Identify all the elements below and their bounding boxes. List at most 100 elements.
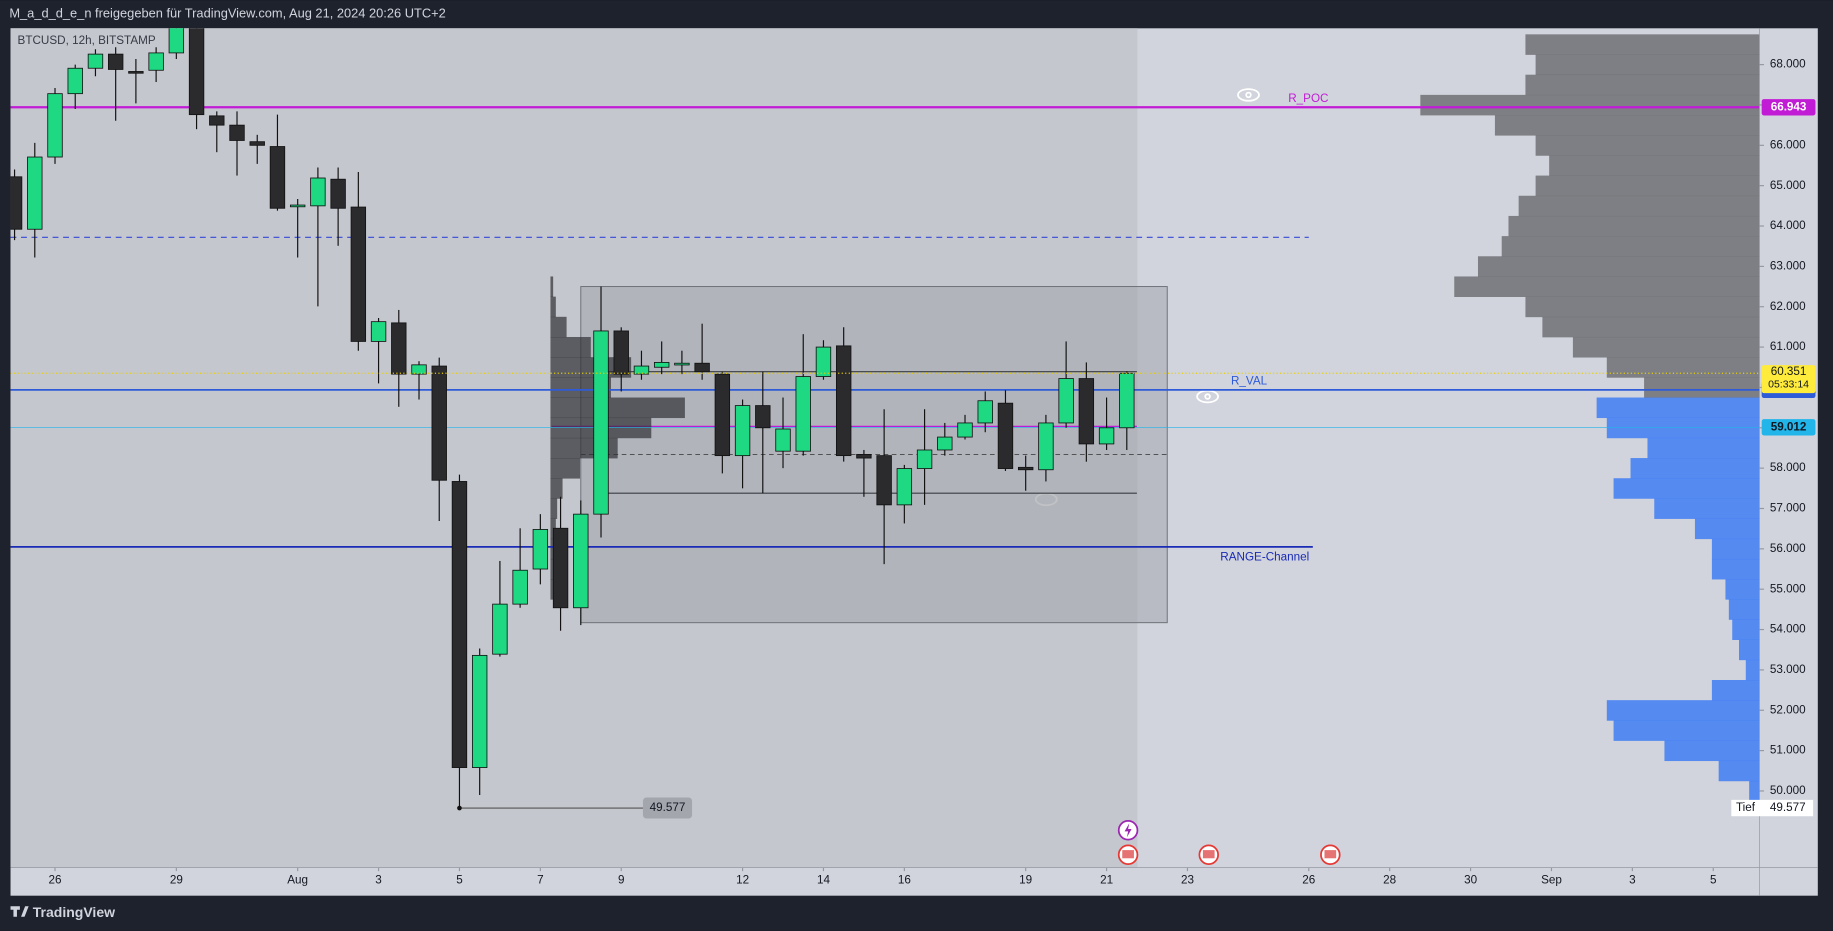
candle-body [876, 455, 892, 506]
x-tick-label: 12 [736, 874, 749, 887]
candle-body [573, 513, 589, 609]
volume-profile-bar [1718, 760, 1760, 782]
candle-body [188, 28, 205, 116]
x-tick-label: 23 [1181, 874, 1194, 887]
candle-body [269, 146, 286, 209]
candle-body [1017, 466, 1034, 471]
session-profile-bar [550, 336, 591, 358]
candle-body [310, 177, 326, 207]
candle-body [370, 321, 387, 342]
low-marker-box [642, 797, 693, 819]
session-profile-bar [550, 579, 554, 600]
y-tick-label: 66.000 [1770, 138, 1806, 151]
candle-body [916, 449, 933, 469]
candle-body [168, 28, 185, 54]
candle-body [633, 365, 650, 375]
candle-body [27, 156, 43, 230]
session-profile-bar [550, 558, 555, 580]
candle-body [1119, 372, 1135, 429]
volume-profile-bar [1596, 397, 1760, 419]
volume-profile-bar [1420, 94, 1760, 116]
session-profile-bar [550, 478, 563, 499]
volume-profile-bar [1501, 236, 1760, 257]
candle-body [411, 364, 427, 375]
session-profile-bar [550, 296, 556, 318]
x-tick-label: 28 [1383, 874, 1396, 887]
low-marker-label: 49.577 [650, 801, 686, 814]
volume-profile-bar [1606, 700, 1760, 721]
y-tick-label: 62.000 [1770, 300, 1806, 313]
price-tag-label: 59.012 [1771, 420, 1807, 433]
x-tick-label: Aug [287, 874, 308, 887]
candle-body [694, 362, 710, 373]
candle-body [289, 204, 306, 208]
volume-profile-bar [1572, 336, 1760, 358]
session-profile-bar [550, 276, 554, 297]
candle-body [451, 481, 468, 768]
chart-title: BTCUSD, 12h, BITSTAMP [18, 34, 156, 47]
candle-body [431, 365, 447, 481]
y-tick-label: 55.000 [1770, 582, 1806, 595]
volume-profile-bar [1535, 175, 1760, 197]
x-tick-label: 3 [1629, 874, 1636, 887]
x-tick-label: 7 [537, 874, 544, 887]
volume-profile-bar [1549, 155, 1760, 176]
volume-profile-bar [1542, 316, 1760, 338]
volume-profile-bar [1739, 639, 1760, 661]
volume-profile-bar [1664, 740, 1760, 762]
candle-body [532, 529, 549, 570]
line-label: RANGE-Channel [1220, 550, 1309, 563]
y-tick-label: 54.000 [1770, 623, 1806, 636]
countdown: 05:33:14 [1768, 379, 1809, 391]
session-profile-bar [550, 498, 558, 519]
candle-body [755, 405, 771, 429]
session-profile-bar [550, 458, 581, 479]
y-tick-label: 52.000 [1770, 703, 1806, 716]
candle-body [492, 603, 508, 655]
volume-profile-bar [1725, 579, 1760, 600]
range-box [580, 286, 1168, 624]
candle-body [593, 330, 609, 515]
x-tick-label: 14 [817, 874, 831, 887]
candle-body [107, 53, 124, 70]
y-tick-label: 57.000 [1770, 502, 1806, 515]
x-tick-label: 26 [49, 874, 62, 887]
volume-profile-bar [1525, 74, 1760, 96]
candle-body [350, 206, 367, 342]
candle-body [997, 402, 1014, 469]
candle-body [957, 422, 973, 438]
session-profile-bar [550, 316, 567, 338]
candle-body [209, 115, 225, 126]
line-label: R_VAL [1231, 375, 1268, 388]
low-marker-dot [457, 805, 462, 811]
session-profile-bar [550, 357, 632, 378]
candle-body [674, 362, 690, 366]
candle-body [1058, 378, 1074, 424]
candle-body [10, 176, 23, 230]
current-price-label: 60.351 [1771, 365, 1807, 378]
y-tick-label: 64.000 [1770, 219, 1806, 232]
volume-profile-bar [1711, 558, 1760, 580]
candle-body [47, 93, 63, 158]
y-tick-label: 65.000 [1770, 179, 1806, 192]
candle-body [977, 400, 993, 424]
low-tag-name: Tief [1736, 801, 1756, 814]
volume-profile-bar [1454, 276, 1760, 297]
x-tick-label: 30 [1464, 874, 1478, 887]
volume-profile-bar [1732, 619, 1760, 640]
session-profile-bar [550, 397, 685, 419]
candle-body [835, 345, 852, 457]
volume-profile-bar [1745, 659, 1760, 681]
volume-profile-bar [1518, 195, 1760, 217]
volume-profile-bar [1749, 780, 1760, 802]
y-tick-label: 68.000 [1770, 58, 1806, 71]
candle-body [330, 178, 346, 209]
x-tick-label: Sep [1541, 874, 1562, 887]
volume-profile-bar [1630, 458, 1760, 479]
y-tick-label: 51.000 [1770, 744, 1806, 757]
volume-profile-bar [1711, 538, 1760, 560]
volume-profile-bar [1644, 377, 1760, 398]
y-tick-label: 61.000 [1770, 340, 1806, 353]
